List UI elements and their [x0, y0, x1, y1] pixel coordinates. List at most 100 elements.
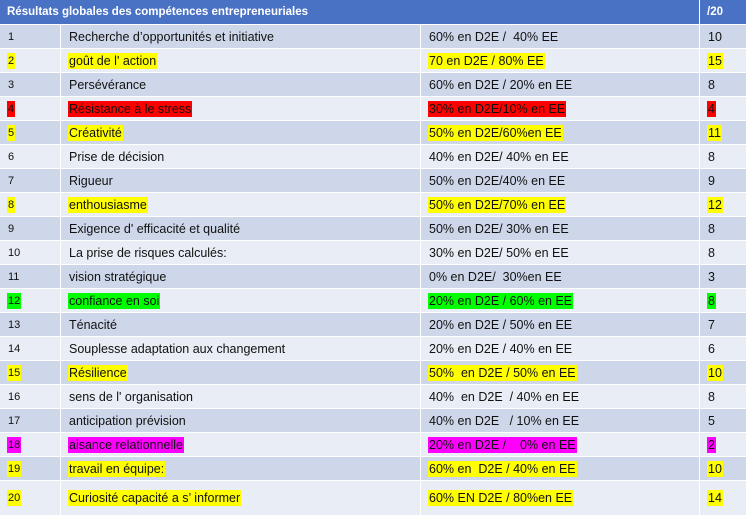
- competence-number-cell: 19: [0, 457, 61, 481]
- competence-name: travail en équipe:: [68, 460, 166, 477]
- competence-number: 12: [7, 292, 22, 309]
- competence-number: 2: [7, 52, 16, 69]
- competence-name: confiance en soi: [68, 292, 161, 309]
- competence-number: 19: [7, 460, 22, 477]
- competence-result-cell: 50% en D2E / 50% en EE: [421, 361, 700, 385]
- competence-name-cell: anticipation prévision: [61, 409, 421, 433]
- table-header: Résultats globales des compétences entre…: [0, 0, 746, 25]
- competence-result-cell: 20% en D2E / 40% en EE: [421, 337, 700, 361]
- table-row: 14 Souplesse adaptation aux changement 20%…: [0, 337, 746, 361]
- table-row: 2 goût de l' action 70 en D2E / 80% EE 15: [0, 49, 746, 73]
- competence-name-cell: vision stratégique: [61, 265, 421, 289]
- competence-number: 8: [7, 196, 16, 213]
- competence-score-cell: 11: [700, 121, 746, 145]
- competence-number-cell: 12: [0, 289, 61, 313]
- competence-result: 40% en D2E / 10% en EE: [429, 413, 580, 428]
- competence-name: Recherche d’opportunités et initiative: [69, 29, 274, 44]
- table-row: 7 Rigueur 50% en D2E/40% en EE 9: [0, 169, 746, 193]
- competence-result-cell: 20% en D2E / 60% en EE: [421, 289, 700, 313]
- competence-number-cell: 9: [0, 217, 61, 241]
- competence-name: Souplesse adaptation aux changement: [69, 341, 286, 356]
- competence-score: 10: [707, 460, 723, 477]
- table-row: 10 La prise de risques calculés: 30% en D2…: [0, 241, 746, 265]
- competence-number: 7: [8, 174, 15, 187]
- competence-number-cell: 16: [0, 385, 61, 409]
- competence-number-cell: 11: [0, 265, 61, 289]
- table-row: 4 Résistance à le stress 30% en D2E/10% en…: [0, 97, 746, 121]
- table-row: 12 confiance en soi 20% en D2E / 60% en EE…: [0, 289, 746, 313]
- competence-name-cell: Recherche d’opportunités et initiative: [61, 25, 421, 49]
- competence-number-cell: 3: [0, 73, 61, 97]
- competence-score: 5: [708, 413, 715, 428]
- competence-name: Exigence d' efficacité et qualité: [69, 221, 241, 236]
- competence-number-cell: 5: [0, 121, 61, 145]
- competence-score: 8: [708, 245, 715, 260]
- competence-result: 50% en D2E / 50% en EE: [428, 364, 577, 381]
- competence-name: anticipation prévision: [69, 413, 186, 428]
- table-body: 1 Recherche d’opportunités et initiative 6…: [0, 25, 746, 516]
- competence-score: 8: [708, 149, 715, 164]
- competence-name-cell: confiance en soi: [61, 289, 421, 313]
- competence-number: 18: [7, 436, 22, 453]
- competence-score-cell: 8: [700, 217, 746, 241]
- competence-result: 20% en D2E / 50% en EE: [429, 317, 573, 332]
- competence-name: Rigueur: [69, 173, 113, 188]
- score-column-header: /20: [700, 0, 746, 25]
- table-row: 3 Persévérance 60% en D2E / 20% en EE 8: [0, 73, 746, 97]
- competence-score-cell: 10: [700, 25, 746, 49]
- competence-result: 60% en D2E / 40% en EE: [428, 460, 577, 477]
- competence-number-cell: 18: [0, 433, 61, 457]
- competence-name: Ténacité: [69, 317, 117, 332]
- competence-score-cell: 8: [700, 73, 746, 97]
- table-row: 9 Exigence d' efficacité et qualité 50% en…: [0, 217, 746, 241]
- competence-result: 40% en D2E / 40% en EE: [429, 389, 580, 404]
- competence-name-cell: Ténacité: [61, 313, 421, 337]
- competence-number: 16: [8, 390, 21, 403]
- competence-number-cell: 7: [0, 169, 61, 193]
- competence-score-cell: 8: [700, 145, 746, 169]
- competence-number: 17: [8, 414, 21, 427]
- table-row: 1 Recherche d’opportunités et initiative 6…: [0, 25, 746, 49]
- competence-score: 10: [707, 364, 723, 381]
- competence-result-cell: 60% en D2E / 40% EE: [421, 25, 700, 49]
- competence-score: 15: [707, 52, 723, 69]
- competence-score-cell: 10: [700, 361, 746, 385]
- competence-result-cell: 40% en D2E/ 40% en EE: [421, 145, 700, 169]
- competence-name-cell: Prise de décision: [61, 145, 421, 169]
- competence-name: Prise de décision: [69, 149, 165, 164]
- table-row: 18 aisance relationnelle 20% en D2E / 0% e…: [0, 433, 746, 457]
- competence-name-cell: aisance relationnelle: [61, 433, 421, 457]
- competence-result-cell: 20% en D2E / 0% en EE: [421, 433, 700, 457]
- competence-name: Persévérance: [69, 77, 147, 92]
- competence-name-cell: travail en équipe:: [61, 457, 421, 481]
- table-row: 11 vision stratégique 0% en D2E/ 30%en EE 3: [0, 265, 746, 289]
- competence-score-cell: 12: [700, 193, 746, 217]
- competence-result: 20% en D2E / 0% en EE: [428, 436, 577, 453]
- competence-result-cell: 30% en D2E/10% en EE: [421, 97, 700, 121]
- competence-name: Résilience: [68, 364, 128, 381]
- competence-score: 3: [708, 269, 715, 284]
- competence-number: 10: [8, 246, 21, 259]
- competence-score: 12: [707, 196, 723, 213]
- table-row: 16 sens de l' organisation 40% en D2E / 40…: [0, 385, 746, 409]
- competence-result-cell: 60% en D2E / 40% en EE: [421, 457, 700, 481]
- competence-result-cell: 40% en D2E / 10% en EE: [421, 409, 700, 433]
- competence-score-cell: 8: [700, 289, 746, 313]
- competence-score: 8: [708, 221, 715, 236]
- competence-score: 4: [707, 100, 716, 117]
- competence-result: 60% EN D2E / 80%en EE: [428, 490, 574, 506]
- competence-result: 50% en D2E/70% en EE: [428, 196, 567, 213]
- competence-result-cell: 60% en D2E / 20% en EE: [421, 73, 700, 97]
- competence-name-cell: Rigueur: [61, 169, 421, 193]
- competence-score: 10: [708, 29, 722, 44]
- competence-score: 11: [707, 124, 722, 141]
- table-row: 13 Ténacité 20% en D2E / 50% en EE 7: [0, 313, 746, 337]
- competence-name-cell: Résilience: [61, 361, 421, 385]
- competence-result: 50% en D2E/40% en EE: [429, 173, 566, 188]
- competence-result: 30% en D2E/ 50% en EE: [429, 245, 569, 260]
- competence-number-cell: 20: [0, 481, 61, 516]
- competence-score: 2: [707, 436, 716, 453]
- competence-score-cell: 7: [700, 313, 746, 337]
- competence-result: 40% en D2E/ 40% en EE: [429, 149, 569, 164]
